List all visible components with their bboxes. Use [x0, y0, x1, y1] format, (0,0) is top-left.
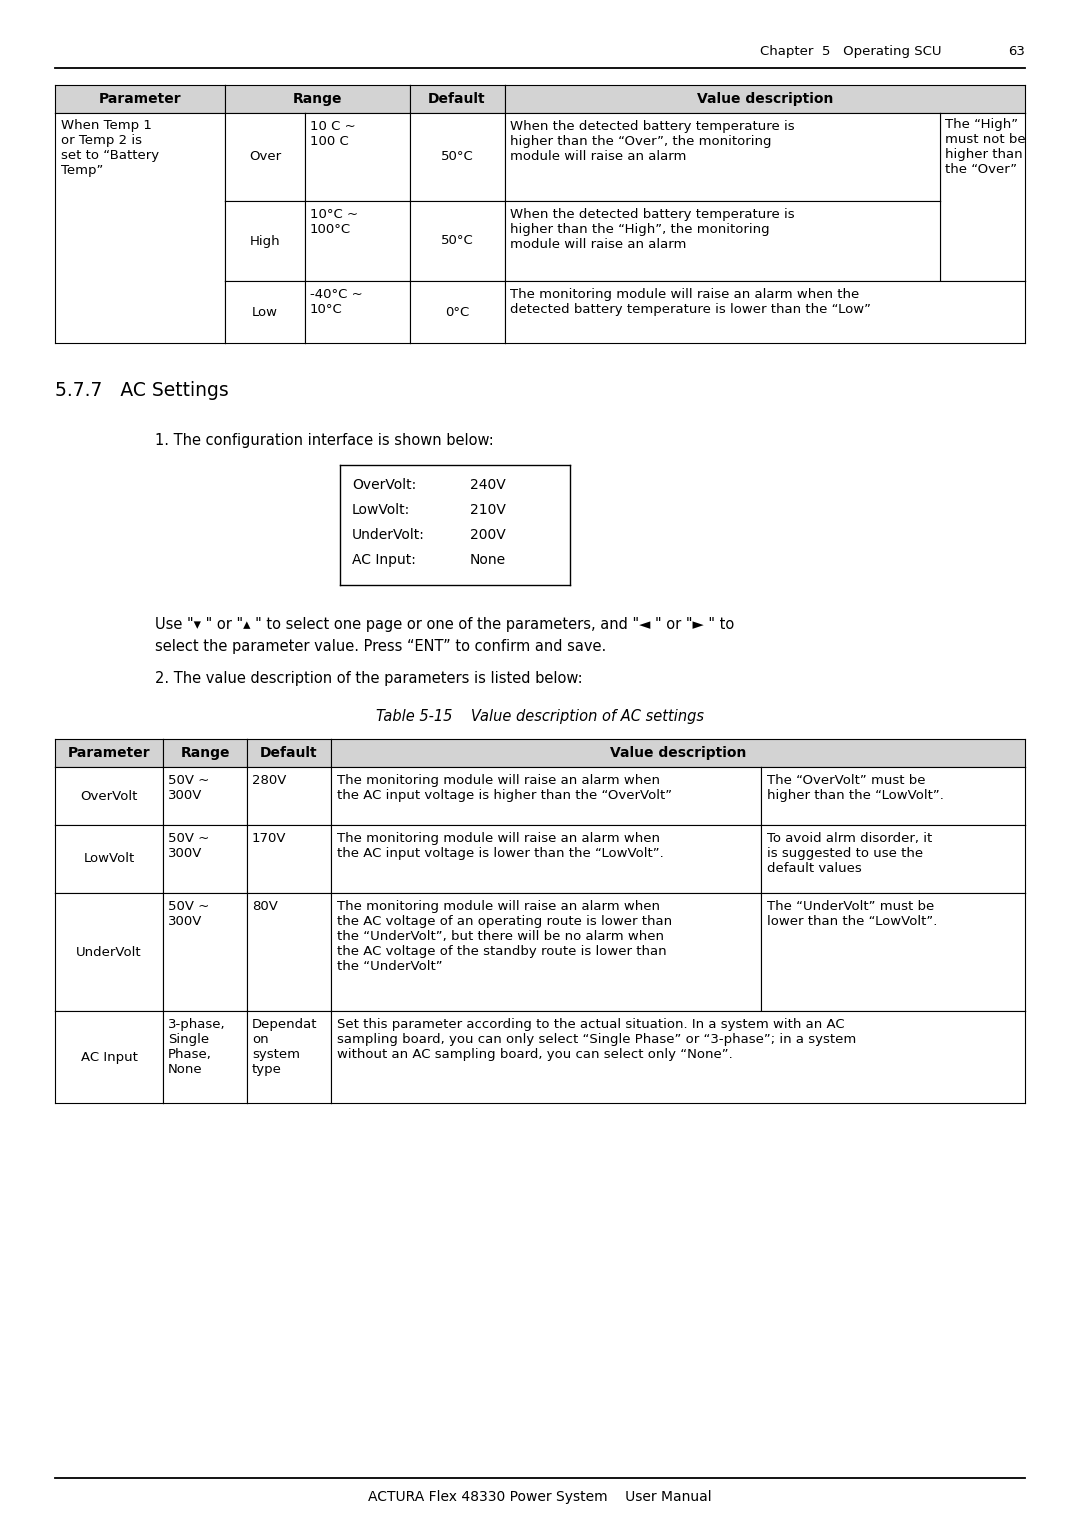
Text: 5.7.7   AC Settings: 5.7.7 AC Settings: [55, 380, 229, 400]
Text: Default: Default: [260, 746, 318, 759]
Text: AC Input: AC Input: [81, 1051, 137, 1063]
Text: Use "▾ " or "▴ " to select one page or one of the parameters, and "◄ " or "► " t: Use "▾ " or "▴ " to select one page or o…: [156, 617, 734, 633]
Text: 50V ~
300V: 50V ~ 300V: [168, 775, 210, 802]
Text: Chapter  5   Operating SCU: Chapter 5 Operating SCU: [760, 44, 942, 58]
Text: To avoid alrm disorder, it
is suggested to use the
default values: To avoid alrm disorder, it is suggested …: [767, 833, 932, 876]
Text: Dependat
on
system
type: Dependat on system type: [252, 1018, 318, 1076]
Text: High: High: [249, 234, 281, 248]
Text: When the detected battery temperature is
higher than the “High”, the monitoring
: When the detected battery temperature is…: [510, 208, 795, 251]
Text: 2. The value description of the parameters is listed below:: 2. The value description of the paramete…: [156, 671, 582, 686]
Text: 200V: 200V: [470, 529, 505, 542]
Text: 80V: 80V: [252, 900, 278, 914]
Text: The “High”
must not be
higher than
the “Over”: The “High” must not be higher than the “…: [945, 118, 1026, 176]
Text: Table 5-15    Value description of AC settings: Table 5-15 Value description of AC setti…: [376, 709, 704, 724]
Text: select the parameter value. Press “ENT” to confirm and save.: select the parameter value. Press “ENT” …: [156, 639, 606, 654]
Text: 10°C ~
100°C: 10°C ~ 100°C: [310, 208, 359, 235]
Text: Value description: Value description: [610, 746, 746, 759]
Text: 50°C: 50°C: [441, 234, 473, 248]
Text: When the detected battery temperature is
higher than the “Over”, the monitoring
: When the detected battery temperature is…: [510, 121, 795, 163]
Text: The “UnderVolt” must be
lower than the “LowVolt”.: The “UnderVolt” must be lower than the “…: [767, 900, 937, 927]
Text: 50°C: 50°C: [441, 150, 473, 163]
Text: AC Input:: AC Input:: [352, 553, 416, 567]
Text: The monitoring module will raise an alarm when
the AC input voltage is higher th: The monitoring module will raise an alar…: [337, 775, 672, 802]
Text: 50V ~
300V: 50V ~ 300V: [168, 833, 210, 860]
Text: The monitoring module will raise an alarm when the
detected battery temperature : The monitoring module will raise an alar…: [510, 287, 870, 316]
Text: 170V: 170V: [252, 833, 286, 845]
Text: 3-phase,
Single
Phase,
None: 3-phase, Single Phase, None: [168, 1018, 226, 1076]
Text: UnderVolt:: UnderVolt:: [352, 529, 424, 542]
Text: OverVolt:: OverVolt:: [352, 478, 416, 492]
Text: 1. The configuration interface is shown below:: 1. The configuration interface is shown …: [156, 432, 494, 448]
Text: 210V: 210V: [470, 503, 505, 516]
Text: Range: Range: [293, 92, 341, 105]
Text: The monitoring module will raise an alarm when
the AC voltage of an operating ro: The monitoring module will raise an alar…: [337, 900, 672, 973]
Text: LowVolt:: LowVolt:: [352, 503, 410, 516]
Text: 0°C: 0°C: [445, 306, 469, 318]
Text: Value description: Value description: [697, 92, 833, 105]
Text: Set this parameter according to the actual situation. In a system with an AC
sam: Set this parameter according to the actu…: [337, 1018, 856, 1060]
Text: ACTURA Flex 48330 Power System    User Manual: ACTURA Flex 48330 Power System User Manu…: [368, 1490, 712, 1504]
Text: Parameter: Parameter: [98, 92, 181, 105]
Text: Over: Over: [248, 150, 281, 163]
Text: 63: 63: [1008, 44, 1025, 58]
Text: Parameter: Parameter: [68, 746, 150, 759]
Text: -40°C ~
10°C: -40°C ~ 10°C: [310, 287, 363, 316]
Text: The monitoring module will raise an alarm when
the AC input voltage is lower tha: The monitoring module will raise an alar…: [337, 833, 664, 860]
Text: 280V: 280V: [252, 775, 286, 787]
Text: The “OverVolt” must be
higher than the “LowVolt”.: The “OverVolt” must be higher than the “…: [767, 775, 944, 802]
Text: 10 C ~
100 C: 10 C ~ 100 C: [310, 121, 355, 148]
Text: None: None: [470, 553, 507, 567]
Text: Low: Low: [252, 306, 278, 318]
Text: Range: Range: [180, 746, 230, 759]
Text: Default: Default: [428, 92, 486, 105]
Text: 240V: 240V: [470, 478, 505, 492]
Text: UnderVolt: UnderVolt: [77, 946, 141, 958]
Text: 50V ~
300V: 50V ~ 300V: [168, 900, 210, 927]
Text: When Temp 1
or Temp 2 is
set to “Battery
Temp”: When Temp 1 or Temp 2 is set to “Battery…: [60, 119, 159, 177]
Text: LowVolt: LowVolt: [83, 853, 135, 865]
Text: OverVolt: OverVolt: [80, 790, 137, 802]
